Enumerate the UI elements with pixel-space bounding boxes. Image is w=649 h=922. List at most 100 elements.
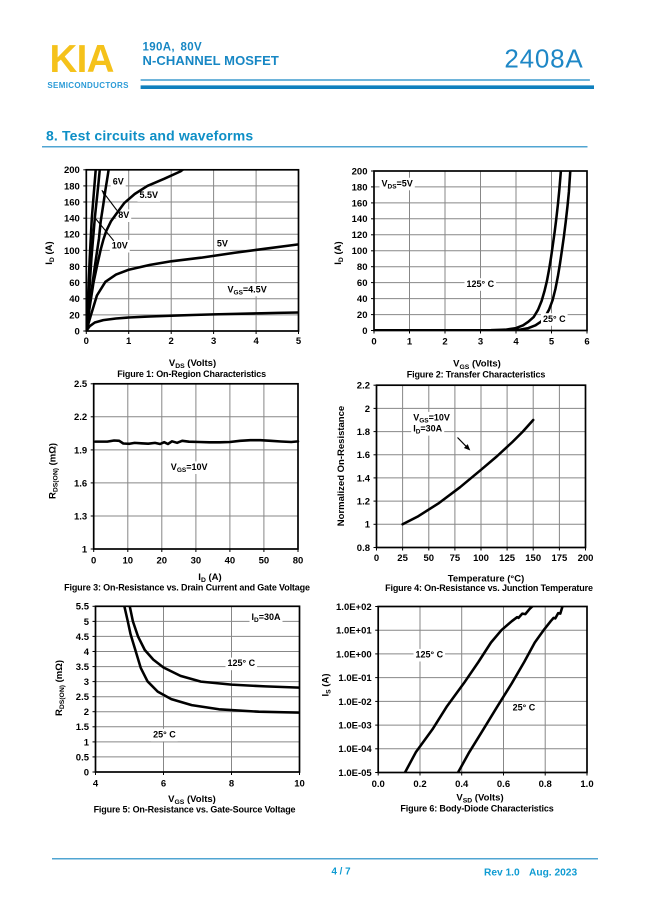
- svg-text:4: 4: [253, 336, 259, 347]
- svg-text:1.0: 1.0: [580, 779, 593, 790]
- svg-text:2.2: 2.2: [74, 412, 87, 423]
- svg-text:Figure 3: On-Resistance vs. Dr: Figure 3: On-Resistance vs. Drain Curren…: [64, 583, 310, 593]
- svg-text:5: 5: [84, 617, 90, 628]
- svg-text:60: 60: [69, 278, 80, 289]
- svg-text:1.6: 1.6: [74, 478, 87, 489]
- svg-text:5: 5: [549, 336, 555, 347]
- svg-text:RDS(ON) (mΩ): RDS(ON) (mΩ): [48, 443, 60, 499]
- svg-text:1.0E-04: 1.0E-04: [338, 744, 372, 755]
- svg-text:1.0E-03: 1.0E-03: [338, 721, 371, 732]
- svg-text:3: 3: [211, 336, 216, 347]
- svg-text:200: 200: [578, 553, 594, 564]
- svg-text:25° C: 25° C: [153, 729, 176, 739]
- svg-text:40: 40: [225, 556, 236, 567]
- svg-text:N-CHANNEL MOSFET: N-CHANNEL MOSFET: [143, 53, 279, 68]
- svg-text:1.3: 1.3: [74, 511, 87, 522]
- svg-text:50: 50: [424, 553, 435, 564]
- svg-text:3: 3: [478, 336, 483, 347]
- svg-text:80: 80: [293, 556, 304, 567]
- svg-text:2: 2: [169, 336, 174, 347]
- svg-text:ID=30A: ID=30A: [252, 612, 281, 624]
- svg-text:150: 150: [525, 553, 541, 564]
- svg-text:4: 4: [513, 336, 519, 347]
- svg-text:1.8: 1.8: [357, 427, 370, 438]
- svg-text:ID=30A: ID=30A: [413, 424, 442, 436]
- svg-text:Figure 5: On-Resistance vs. Ga: Figure 5: On-Resistance vs. Gate-Source …: [94, 804, 296, 814]
- svg-text:0: 0: [75, 326, 80, 337]
- svg-text:0.8: 0.8: [357, 543, 370, 554]
- svg-text:1.0E-05: 1.0E-05: [338, 768, 372, 779]
- svg-text:140: 140: [64, 214, 80, 225]
- svg-text:SEMICONDUCTORS: SEMICONDUCTORS: [47, 81, 129, 90]
- svg-text:4 / 7: 4 / 7: [332, 866, 352, 877]
- svg-text:Figure 6: Body-Diode Character: Figure 6: Body-Diode Characteristics: [400, 804, 553, 814]
- svg-text:Figure 2: Transfer Characteris: Figure 2: Transfer Characteristics: [407, 370, 546, 380]
- svg-text:2: 2: [442, 336, 447, 347]
- svg-text:120: 120: [64, 230, 80, 241]
- svg-text:1.2: 1.2: [357, 497, 370, 508]
- svg-text:200: 200: [352, 166, 368, 177]
- svg-text:1: 1: [407, 336, 413, 347]
- svg-text:0: 0: [91, 556, 96, 567]
- svg-text:2: 2: [365, 404, 370, 415]
- svg-text:120: 120: [352, 230, 368, 241]
- svg-text:Normalized On-Resistance: Normalized On-Resistance: [336, 406, 347, 526]
- svg-text:125: 125: [499, 553, 516, 564]
- svg-text:6: 6: [584, 336, 589, 347]
- svg-text:6V: 6V: [113, 177, 124, 187]
- svg-text:20: 20: [357, 310, 368, 321]
- svg-text:KIA: KIA: [50, 38, 114, 81]
- svg-text:4: 4: [84, 647, 90, 658]
- svg-text:200: 200: [64, 165, 80, 176]
- svg-text:3: 3: [84, 677, 89, 688]
- svg-text:Aug. 2023: Aug. 2023: [529, 868, 577, 879]
- svg-text:0.5: 0.5: [76, 752, 90, 763]
- svg-text:0: 0: [362, 326, 367, 337]
- svg-text:160: 160: [64, 197, 80, 208]
- svg-text:0: 0: [84, 336, 89, 347]
- svg-text:5.5V: 5.5V: [140, 190, 159, 200]
- svg-text:1.0E+00: 1.0E+00: [336, 649, 372, 660]
- svg-text:80V: 80V: [181, 42, 203, 54]
- svg-text:5.5: 5.5: [76, 602, 90, 613]
- svg-text:180: 180: [352, 182, 368, 193]
- svg-text:50: 50: [259, 556, 270, 567]
- svg-text:Figure 4: On-Resistance vs. Ju: Figure 4: On-Resistance vs. Junction Tem…: [385, 583, 593, 593]
- svg-text:ID (A): ID (A): [333, 241, 345, 264]
- svg-text:100: 100: [352, 246, 368, 257]
- svg-text:VDS (Volts): VDS (Volts): [169, 358, 216, 370]
- svg-text:3.5: 3.5: [76, 662, 90, 673]
- svg-text:10: 10: [123, 556, 134, 567]
- svg-text:1.5: 1.5: [76, 722, 90, 733]
- svg-text:5V: 5V: [217, 238, 228, 248]
- svg-text:RDS(ON) (mΩ): RDS(ON) (mΩ): [54, 660, 66, 716]
- svg-text:Temperature (°C): Temperature (°C): [448, 573, 524, 584]
- svg-text:8. Test circuits and waveforms: 8. Test circuits and waveforms: [46, 128, 253, 144]
- svg-text:1.0E-02: 1.0E-02: [338, 697, 371, 708]
- svg-text:8V: 8V: [118, 210, 129, 220]
- svg-text:0.2: 0.2: [413, 779, 426, 790]
- svg-text:0.0: 0.0: [372, 779, 385, 790]
- svg-text:1.9: 1.9: [74, 445, 87, 456]
- svg-text:75: 75: [450, 553, 461, 564]
- svg-text:1.0E+01: 1.0E+01: [336, 626, 372, 637]
- svg-text:1.0E-01: 1.0E-01: [338, 673, 372, 684]
- svg-text:80: 80: [357, 262, 368, 273]
- svg-text:80: 80: [69, 262, 80, 273]
- svg-text:2: 2: [84, 707, 89, 718]
- svg-text:8: 8: [229, 779, 234, 790]
- svg-text:25° C: 25° C: [513, 703, 536, 713]
- svg-text:10V: 10V: [112, 241, 128, 251]
- svg-text:125° C: 125° C: [416, 650, 444, 660]
- svg-text:1: 1: [82, 544, 88, 555]
- svg-text:1.0E+02: 1.0E+02: [336, 602, 372, 613]
- svg-text:1: 1: [126, 336, 132, 347]
- svg-text:25° C: 25° C: [543, 314, 566, 324]
- svg-text:Figure 1: On-Region Characteri: Figure 1: On-Region Characteristics: [117, 369, 266, 379]
- svg-text:Rev 1.0: Rev 1.0: [484, 868, 520, 879]
- svg-text:0.6: 0.6: [497, 779, 510, 790]
- svg-text:20: 20: [69, 310, 80, 321]
- svg-text:1: 1: [84, 737, 90, 748]
- svg-text:2.5: 2.5: [76, 692, 90, 703]
- svg-text:0.4: 0.4: [455, 779, 469, 790]
